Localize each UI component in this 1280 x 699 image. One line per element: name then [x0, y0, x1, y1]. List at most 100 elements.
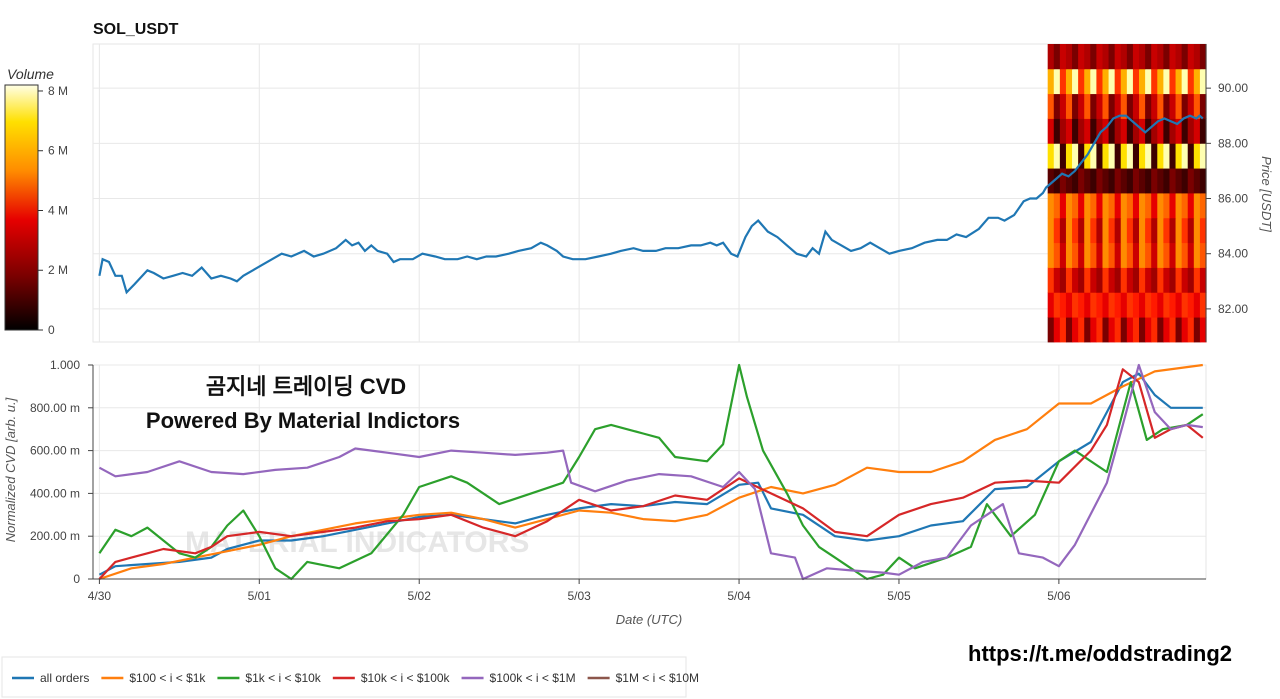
legend-item[interactable]: $1M < i < $10M: [587, 671, 699, 685]
legend-label: $1M < i < $10M: [616, 671, 699, 685]
heatmap-cell: [1059, 317, 1067, 343]
legend-item[interactable]: $1k < i < $10k: [217, 671, 322, 685]
heatmap-cell: [1132, 317, 1140, 343]
heatmap-cell: [1169, 168, 1177, 194]
heatmap-cell: [1145, 292, 1152, 318]
heatmap-cell: [1132, 93, 1140, 119]
heatmap-cell: [1145, 168, 1152, 194]
heatmap-cell: [1065, 143, 1073, 169]
heatmap-cell: [1157, 217, 1164, 244]
heatmap-cell: [1053, 217, 1061, 244]
heatmap-cell: [1053, 93, 1061, 119]
heatmap-cell: [1084, 317, 1091, 343]
heatmap-cell: [1090, 168, 1097, 194]
heatmap-cell: [1181, 118, 1189, 144]
heatmap-cell: [1126, 93, 1134, 119]
heatmap-cell: [1145, 217, 1152, 244]
heatmap-cell: [1102, 217, 1110, 244]
heatmap-cell: [1084, 267, 1091, 293]
heatmap-cell: [1053, 168, 1061, 194]
heatmap-cell: [1090, 118, 1097, 144]
heatmap-cell: [1132, 118, 1140, 144]
heatmap-cell: [1151, 143, 1158, 169]
heatmap-cell: [1114, 93, 1122, 119]
heatmap-cell: [1126, 292, 1134, 318]
heatmap-cell: [1084, 168, 1091, 194]
colorbar-tick-label: 6 M: [48, 144, 68, 158]
heatmap-cell: [1053, 292, 1061, 318]
legend-item[interactable]: $100k < i < $1M: [461, 671, 576, 685]
heatmap-cell: [1139, 193, 1146, 219]
heatmap-cell: [1151, 267, 1158, 293]
heatmap-cell: [1065, 44, 1073, 70]
heatmap-cell: [1193, 118, 1201, 144]
heatmap-cell: [1072, 68, 1079, 95]
heatmap-cell: [1053, 317, 1061, 343]
heatmap-cell: [1193, 93, 1201, 119]
telegram-link[interactable]: https://t.me/oddstrading2: [968, 641, 1232, 666]
heatmap-cell: [1102, 242, 1110, 268]
heatmap-cell: [1163, 217, 1171, 244]
heatmap-cell: [1120, 292, 1128, 318]
heatmap-cell: [1059, 68, 1067, 95]
heatmap-cell: [1126, 217, 1134, 244]
heatmap-cell: [1157, 93, 1164, 119]
heatmap-cell: [1157, 44, 1164, 70]
heatmap-cell: [1108, 143, 1116, 169]
heatmap-cell: [1108, 193, 1116, 219]
heatmap-cell: [1163, 118, 1171, 144]
heatmap-cell: [1072, 267, 1079, 293]
legend-item[interactable]: $100 < i < $1k: [101, 671, 206, 685]
price-series: [98, 114, 1204, 295]
heatmap-cell: [1169, 44, 1177, 70]
heatmap-cell: [1096, 217, 1104, 244]
heatmap-cell: [1126, 68, 1134, 95]
heatmap-cell: [1139, 93, 1146, 119]
price-line: [98, 114, 1204, 295]
heatmap-cell: [1072, 193, 1079, 219]
heatmap-cell: [1120, 317, 1128, 343]
price-plot-area: [92, 43, 1207, 343]
heatmap-cell: [1114, 317, 1122, 343]
heatmap-cell: [1114, 292, 1122, 318]
heatmap-cell: [1145, 143, 1152, 169]
heatmap-cell: [1065, 193, 1073, 219]
heatmap-cell: [1157, 143, 1164, 169]
heatmap-cell: [1120, 143, 1128, 169]
heatmap-cell: [1187, 44, 1195, 70]
heatmap-cell: [1065, 168, 1073, 194]
cvd-axis-title: Normalized CVD [arb. u.]: [3, 397, 18, 542]
heatmap-cell: [1181, 44, 1189, 70]
heatmap-cell: [1120, 193, 1128, 219]
heatmap-cell: [1169, 317, 1177, 343]
heatmap-cell: [1114, 44, 1122, 70]
heatmap-cell: [1078, 118, 1085, 144]
heatmap-cell: [1053, 68, 1061, 95]
heatmap-cell: [1102, 93, 1110, 119]
heatmap-cell: [1193, 217, 1201, 244]
legend-label: $10k < i < $100k: [361, 671, 451, 685]
heatmap-cell: [1151, 317, 1158, 343]
heatmap-cell: [1102, 267, 1110, 293]
heatmap-cell: [1187, 242, 1195, 268]
heatmap-cell: [1175, 93, 1183, 119]
heatmap-cell: [1059, 44, 1067, 70]
heatmap-cell: [1078, 317, 1085, 343]
heatmap-cell: [1187, 118, 1195, 144]
heatmap-cell: [1090, 267, 1097, 293]
x-tick-label: 5/01: [248, 589, 272, 603]
heatmap-cell: [1096, 143, 1104, 169]
heatmap-cell: [1139, 317, 1146, 343]
heatmap-cell: [1132, 292, 1140, 318]
heatmap-cell: [1078, 217, 1085, 244]
heatmap-cell: [1139, 143, 1146, 169]
heatmap-cell: [1132, 44, 1140, 70]
legend-item[interactable]: $10k < i < $100k: [332, 671, 451, 685]
legend-item[interactable]: all orders: [12, 671, 89, 685]
heatmap-cell: [1078, 242, 1085, 268]
legend: all orders $100 < i < $1k $1k < i < $10k $1…: [12, 671, 699, 685]
heatmap-cell: [1047, 143, 1055, 169]
heatmap-cell: [1090, 317, 1097, 343]
price-y-axis: 82.00 84.00 86.00 88.00 90.00: [1205, 44, 1248, 342]
